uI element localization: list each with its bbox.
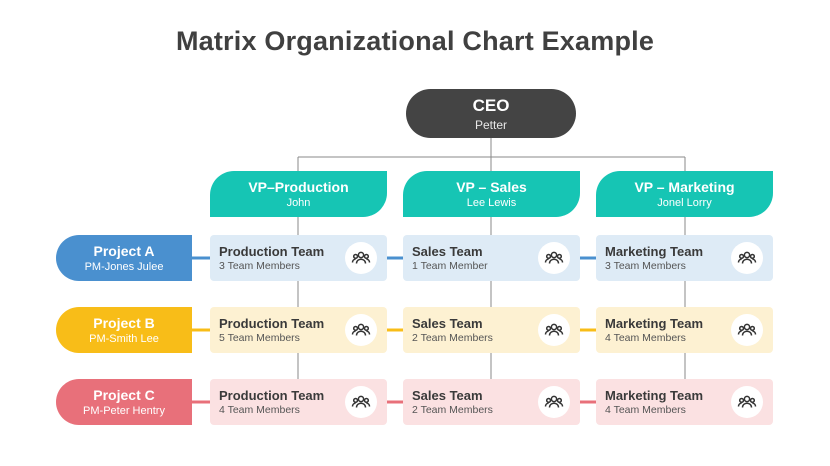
vp-name: Jonel Lorry: [657, 197, 712, 209]
team-icon: [345, 242, 377, 274]
team-cell-a-marketing: Marketing Team 3 Team Members: [596, 235, 773, 281]
page-title: Matrix Organizational Chart Example: [175, 26, 655, 56]
ceo-title: CEO: [472, 96, 510, 115]
project-manager: PM-Jones Julee: [84, 261, 164, 273]
team-members: 5 Team Members: [219, 332, 300, 344]
team-name: Sales Team: [412, 316, 483, 331]
team-members: 4 Team Members: [605, 404, 686, 416]
team-name: Sales Team: [412, 244, 483, 259]
team-name: Production Team: [219, 316, 325, 331]
vp-title: VP – Marketing: [634, 179, 735, 195]
team-cell-a-production: Production Team 3 Team Members: [210, 235, 387, 281]
team-icon: [731, 314, 763, 346]
team-name: Production Team: [219, 244, 325, 259]
vp-title: VP–Production: [248, 179, 349, 195]
vp-title: VP – Sales: [456, 179, 527, 195]
team-name: Marketing Team: [605, 388, 704, 403]
ceo-name: Petter: [474, 118, 507, 132]
team-icon: [538, 386, 570, 418]
team-name: Marketing Team: [605, 316, 704, 331]
team-members: 2 Team Members: [412, 404, 493, 416]
project-title: Project B: [93, 315, 155, 331]
vp-name: John: [286, 197, 311, 209]
team-icon: [731, 242, 763, 274]
team-members: 4 Team Members: [605, 332, 686, 344]
team-members: 2 Team Members: [412, 332, 493, 344]
team-icon: [345, 314, 377, 346]
team-name: Production Team: [219, 388, 325, 403]
team-icon: [538, 242, 570, 274]
team-icon: [731, 386, 763, 418]
project-node-b: Project B PM-Smith Lee: [56, 307, 192, 353]
vp-node-sales: VP – Sales Lee Lewis: [403, 171, 580, 217]
team-name: Sales Team: [412, 388, 483, 403]
team-cell-b-production: Production Team 5 Team Members: [210, 307, 387, 353]
project-title: Project C: [93, 387, 155, 403]
team-members: 1 Team Member: [412, 260, 488, 272]
team-cell-b-sales: Sales Team 2 Team Members: [403, 307, 580, 353]
team-cell-c-production: Production Team 4 Team Members: [210, 379, 387, 425]
ceo-node: CEO Petter: [406, 89, 576, 138]
team-cell-a-sales: Sales Team 1 Team Member: [403, 235, 580, 281]
project-node-c: Project C PM-Peter Hentry: [56, 379, 192, 425]
team-icon: [538, 314, 570, 346]
team-members: 3 Team Members: [605, 260, 686, 272]
team-name: Marketing Team: [605, 244, 704, 259]
team-cell-b-marketing: Marketing Team 4 Team Members: [596, 307, 773, 353]
project-title: Project A: [93, 243, 155, 259]
team-icon: [345, 386, 377, 418]
team-cell-c-sales: Sales Team 2 Team Members: [403, 379, 580, 425]
vp-node-production: VP–Production John: [210, 171, 387, 217]
project-manager: PM-Peter Hentry: [83, 405, 165, 417]
team-members: 3 Team Members: [219, 260, 300, 272]
team-cell-c-marketing: Marketing Team 4 Team Members: [596, 379, 773, 425]
vp-name: Lee Lewis: [466, 197, 517, 209]
vp-node-marketing: VP – Marketing Jonel Lorry: [596, 171, 773, 217]
project-manager: PM-Smith Lee: [89, 333, 159, 345]
project-node-a: Project A PM-Jones Julee: [56, 235, 192, 281]
team-members: 4 Team Members: [219, 404, 300, 416]
